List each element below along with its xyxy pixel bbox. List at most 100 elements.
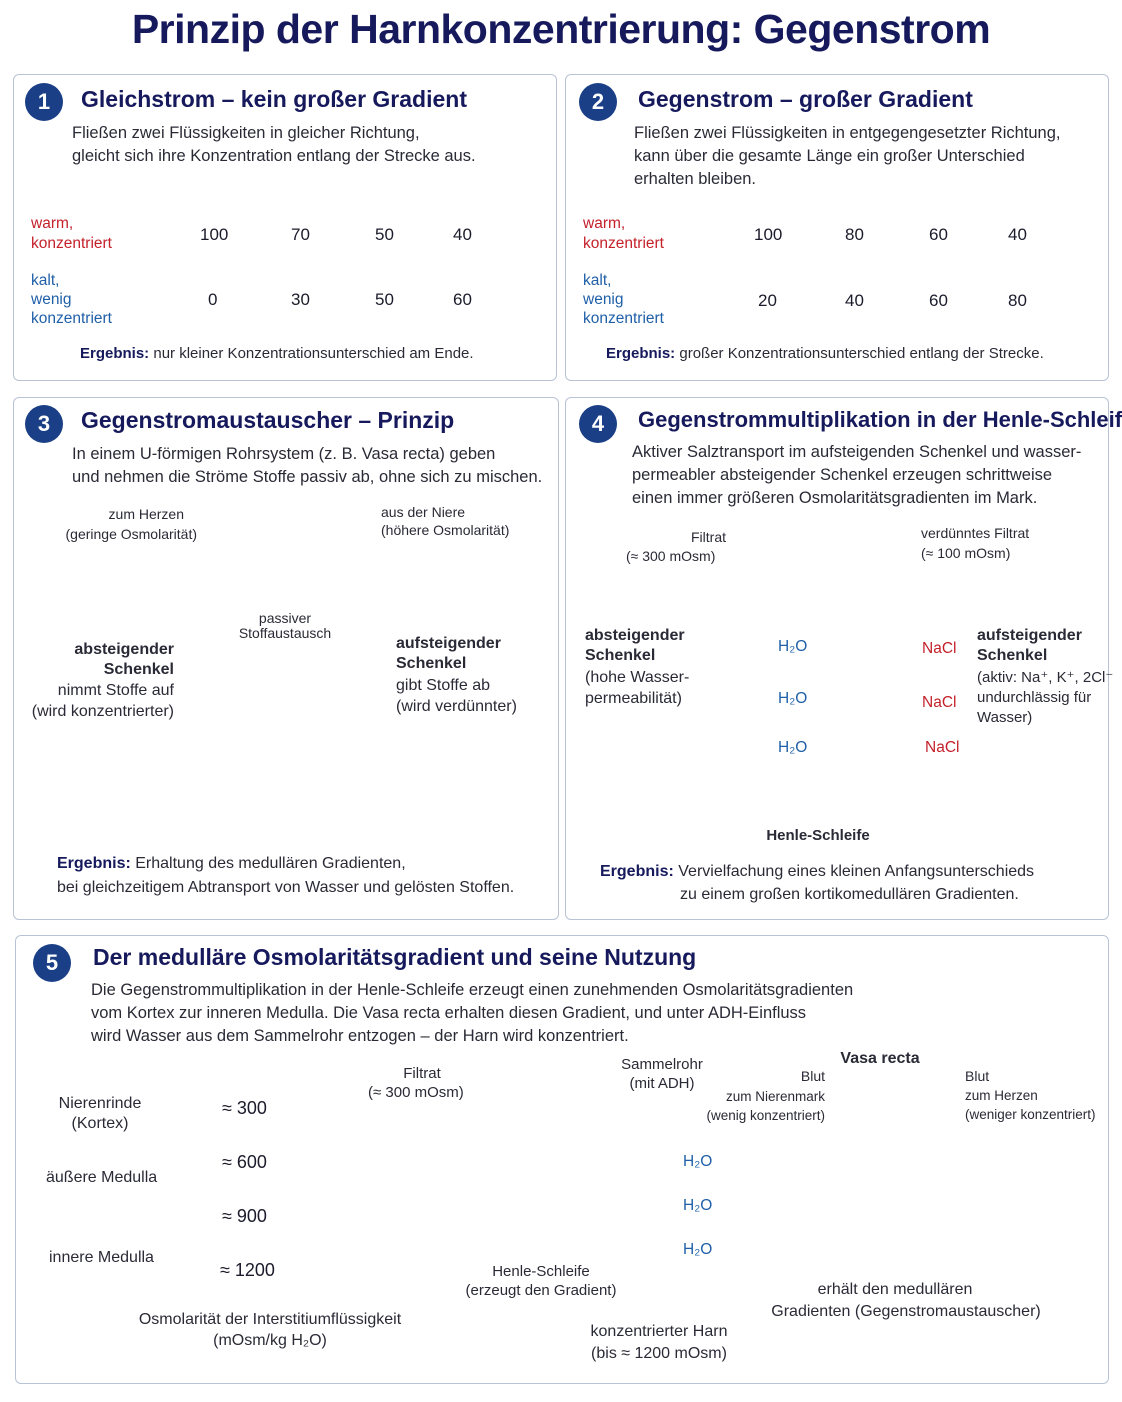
p5-text-1: Die Gegenstrommultiplikation in der Henl… <box>91 981 854 999</box>
p3-asc-title-1: aufsteigender <box>396 635 501 652</box>
p4-text-2: permeabler absteigender Schenkel erzeuge… <box>632 466 1053 484</box>
p1-number-badge: 1 <box>25 83 63 121</box>
p3-desc-text-2: (wird konzentrierter) <box>31 703 174 720</box>
p3-number-badge: 3 <box>25 405 63 443</box>
p2-cold-value: 60 <box>929 291 948 310</box>
p2-result: Ergebnis: großer Konzentrationsunterschi… <box>606 342 1044 365</box>
p4-result: Ergebnis: Vervielfachung eines kleinen A… <box>600 860 1034 883</box>
p5-urine-label-2: (bis ≈ 1200 mOsm) <box>591 1345 727 1362</box>
p4-desc-text-2: permeabilität) <box>585 690 682 707</box>
page-title: Prinzip der Harnkonzentrierung: Gegenstr… <box>131 6 991 52</box>
panel-3 <box>13 397 559 920</box>
p1-text-2: gleicht sich ihre Konzentration entlang … <box>72 147 476 165</box>
p2-cold-label-1: kalt, <box>583 272 612 289</box>
p5-blood-out-label-1: Blut <box>965 1068 990 1084</box>
p1-cold-label-1: kalt, <box>31 272 60 289</box>
p4-water-label: H₂O <box>778 739 808 756</box>
p3-to-heart-label-2: (geringe Osmolarität) <box>65 526 198 542</box>
p1-result-text: nur kleiner Konzentrationsunterschied am… <box>153 345 474 362</box>
p3-asc-text-2: (wird verdünnter) <box>396 698 517 715</box>
p4-asc-text-2: undurchlässig für <box>977 689 1092 706</box>
p2-result-label: Ergebnis: <box>606 345 676 362</box>
p3-asc-text-1: gibt Stoffe ab <box>396 677 490 694</box>
p4-result-text-1: Vervielfachung eines kleinen Anfangsunte… <box>678 863 1035 880</box>
p3-desc-title-2: Schenkel <box>103 661 174 678</box>
p4-water-label: H₂O <box>778 638 808 655</box>
p4-dilute-label-1: verdünntes Filtrat <box>921 525 1030 541</box>
p5-osmolarity-value: ≈ 1200 <box>220 1260 275 1280</box>
p4-nacl-label: NaCl <box>922 640 957 657</box>
p5-vasa-title: Vasa recta <box>840 1050 920 1067</box>
p2-number-badge: 2 <box>579 83 617 121</box>
p2-warm-value: 80 <box>845 225 864 244</box>
p3-from-kidney-label-2: (höhere Osmolarität) <box>381 522 510 538</box>
p4-desc-text-1: (hohe Wasser- <box>585 669 690 686</box>
p4-asc-text-3: Wasser) <box>977 709 1033 726</box>
p5-axis-label-2: (mOsm/kg H₂O) <box>213 1332 327 1349</box>
p4-dilute-label-2: (≈ 100 mOsm) <box>921 545 1011 561</box>
p2-warm-label-1: warm, <box>583 215 626 232</box>
p4-nacl-label: NaCl <box>925 739 960 756</box>
p1-cold-value: 60 <box>453 290 472 309</box>
p1-result: Ergebnis: nur kleiner Konzentrationsunte… <box>80 342 474 365</box>
p5-osmolarity-value: ≈ 900 <box>222 1206 267 1226</box>
p1-result-label: Ergebnis: <box>80 345 150 362</box>
p3-result-line-2: bei gleichzeitigem Abtransport von Wasse… <box>57 879 515 896</box>
p5-zone-name: innere Medulla <box>49 1249 154 1266</box>
p3-passive-label-1: passiver <box>258 610 312 626</box>
p5-filtrat-label-1: Filtrat <box>403 1065 441 1082</box>
p2-cold-label-2: wenig <box>583 291 624 308</box>
p5-blood-out-label-3: (weniger konzentriert) <box>965 1107 1096 1122</box>
p1-warm-label-1: warm, <box>31 215 74 232</box>
p1-cold-value: 0 <box>208 290 218 309</box>
p4-text-1: Aktiver Salztransport im aufsteigenden S… <box>632 443 1082 461</box>
p3-text-2: und nehmen die Ströme Stoffe passiv ab, … <box>72 468 543 486</box>
p4-desc-title-2: Schenkel <box>585 647 656 664</box>
p1-warm-value: 70 <box>291 225 310 244</box>
p2-result-text: großer Konzentrationsunterschied entlang… <box>679 345 1044 362</box>
p5-water-label: H₂O <box>683 1197 713 1214</box>
p2-warm-value: 60 <box>929 225 948 244</box>
p2-warm-value: 100 <box>754 225 783 244</box>
p1-cold-label-2: wenig <box>31 291 72 308</box>
p2-text-3: erhalten bleiben. <box>634 170 757 188</box>
p1-warm-value: 100 <box>200 225 229 244</box>
p4-asc-text-1: (aktiv: Na⁺, K⁺, 2Cl⁻ <box>977 669 1114 686</box>
p4-title: Gegenstrommultiplikation in der Henle-Sc… <box>638 407 1122 432</box>
p4-result-line-2: zu einem großen kortikomedullären Gradie… <box>680 886 1019 903</box>
p4-text-3: einen immer größeren Osmolaritätsgradien… <box>632 489 1038 507</box>
p3-from-kidney-label-1: aus der Niere <box>381 504 466 520</box>
p5-text-3: wird Wasser aus dem Sammelrohr entzogen … <box>91 1027 629 1045</box>
p5-water-label: H₂O <box>683 1153 713 1170</box>
p1-text-1: Fließen zwei Flüssigkeiten in gleicher R… <box>72 124 420 142</box>
p3-desc-title-1: absteigender <box>74 641 174 658</box>
p2-text-1: Fließen zwei Flüssigkeiten in entgegenge… <box>634 124 1061 142</box>
p5-axis-label-1: Osmolarität der Interstitiumflüssigkeit <box>138 1311 402 1328</box>
p4-number-badge: 4 <box>579 405 617 443</box>
p1-cold-value: 30 <box>291 290 310 309</box>
p5-osmolarity-value: ≈ 300 <box>222 1098 267 1118</box>
p3-desc-text-1: nimmt Stoffe auf <box>57 682 174 699</box>
p2-cold-value: 20 <box>758 291 777 310</box>
p5-vasa-text-2: Gradienten (Gegenstromaustauscher) <box>771 1303 1041 1320</box>
p4-result-label: Ergebnis: <box>600 863 674 880</box>
p5-zone-name: äußere Medulla <box>46 1169 158 1186</box>
p2-cold-label-3: konzentriert <box>583 310 664 327</box>
p4-loop-label: Henle-Schleife <box>766 827 870 844</box>
p5-loop-label-2: (erzeugt den Gradient) <box>465 1282 617 1299</box>
panel-4 <box>565 397 1109 920</box>
p1-cold-label-3: konzentriert <box>31 310 112 327</box>
p3-result-label: Ergebnis: <box>57 855 131 872</box>
p2-cold-value: 80 <box>1008 291 1027 310</box>
p4-desc-title-1: absteigender <box>585 627 685 644</box>
p2-text-2: kann über die gesamte Länge ein großer U… <box>634 147 1025 165</box>
p2-warm-value: 40 <box>1008 225 1027 244</box>
p4-filtrat-label-1: Filtrat <box>691 529 726 545</box>
p1-warm-label-2: konzentriert <box>31 235 112 252</box>
p3-result: Ergebnis: Erhaltung des medullären Gradi… <box>57 852 406 875</box>
p5-filtrat-label-2: (≈ 300 mOsm) <box>368 1084 464 1101</box>
p2-cold-value: 40 <box>845 291 864 310</box>
p1-cold-value: 50 <box>375 290 394 309</box>
panel-5 <box>15 935 1109 1384</box>
p4-filtrat-label-2: (≈ 300 mOsm) <box>626 548 716 564</box>
